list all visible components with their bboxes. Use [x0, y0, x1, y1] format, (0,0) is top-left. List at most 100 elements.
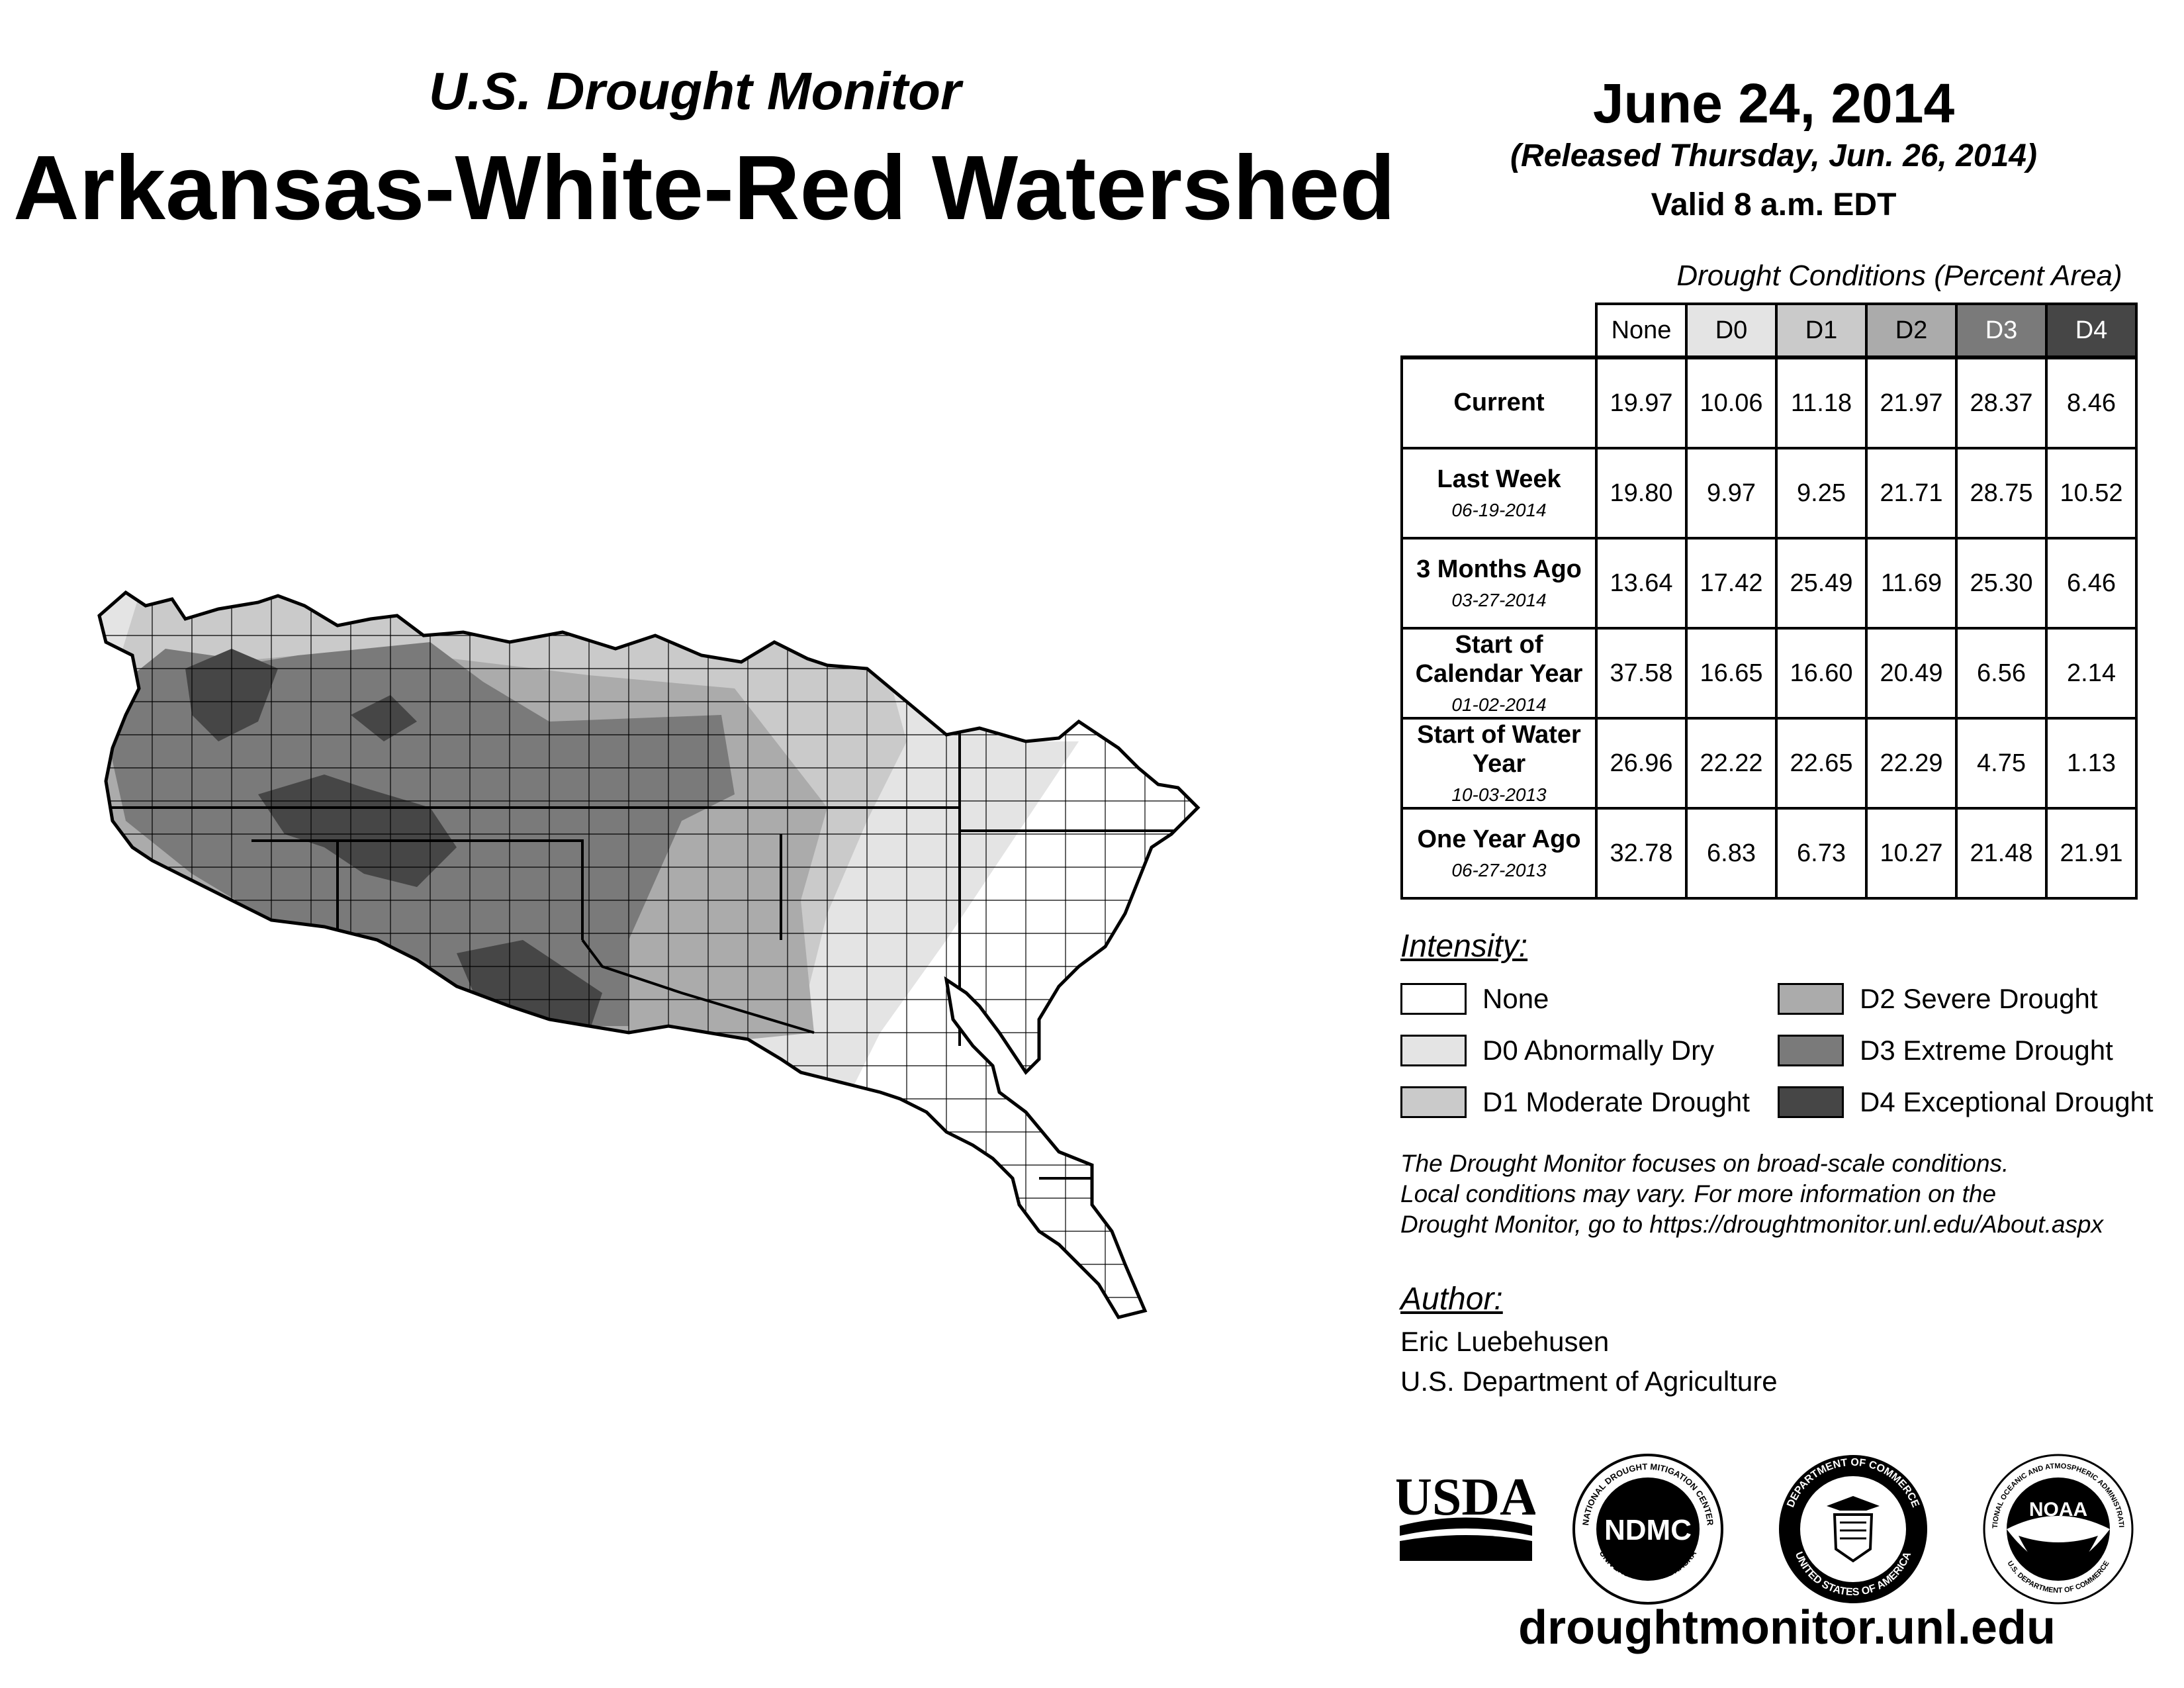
- row-label-text: Start of Water Year: [1417, 721, 1581, 778]
- legend-swatch: [1400, 983, 1467, 1015]
- column-header-d2: D2: [1865, 303, 1958, 359]
- table-cell: 26.96: [1595, 717, 1688, 810]
- legend-item-none: None: [1400, 981, 1549, 1017]
- table-cell: 16.65: [1685, 627, 1778, 720]
- legend-item-d0: D0 Abnormally Dry: [1400, 1033, 1714, 1068]
- note-line: Local conditions may vary. For more info…: [1400, 1180, 1997, 1207]
- row-label-current: Current: [1400, 355, 1598, 449]
- legend-title: Intensity:: [1400, 929, 1528, 964]
- column-header-d1: D1: [1775, 303, 1868, 359]
- legend-label: D1 Moderate Drought: [1482, 1086, 1750, 1117]
- drought-conditions-table: None D0 D1 D2 D3 D4 Current 19.97 10.06 …: [1400, 303, 2138, 900]
- table-cell: 21.48: [1955, 807, 2048, 900]
- valid-time: Valid 8 a.m. EDT: [1651, 187, 1897, 222]
- legend-swatch: [1400, 1086, 1467, 1118]
- release-date: (Released Thursday, Jun. 26, 2014): [1510, 138, 2037, 173]
- noaa-logo-text: NOAA: [2029, 1499, 2087, 1521]
- legend-item-d1: D1 Moderate Drought: [1400, 1084, 1750, 1120]
- table-cell: 21.97: [1865, 355, 1958, 449]
- table-cell: 9.97: [1685, 447, 1778, 539]
- usda-logo-text: USDA: [1396, 1468, 1535, 1526]
- row-label-start-of-calendar-year: Start of Calendar Year 01-02-2014: [1400, 627, 1598, 720]
- table-row-3-months-ago: 3 Months Ago 03-27-2014 13.64 17.42 25.49…: [1400, 537, 2138, 630]
- table-cell: 22.29: [1865, 717, 1958, 810]
- column-header-none: None: [1595, 303, 1688, 359]
- usda-logo: USDA: [1396, 1468, 1535, 1561]
- table-caption: Drought Conditions (Percent Area): [1676, 259, 2122, 292]
- row-label-last-week: Last Week 06-19-2014: [1400, 447, 1598, 539]
- author-name: Eric Luebehusen: [1400, 1326, 1610, 1357]
- table-cell: 28.75: [1955, 447, 2048, 539]
- row-label-start-of-water-year: Start of Water Year 10-03-2013: [1400, 717, 1598, 810]
- legend-swatch: [1778, 1086, 1844, 1118]
- monitor-subtitle: U.S. Drought Monitor: [428, 62, 962, 120]
- legend-label: D3 Extreme Drought: [1860, 1035, 2113, 1066]
- table-cell: 22.22: [1685, 717, 1778, 810]
- row-date: 06-27-2013: [1451, 859, 1547, 880]
- disclaimer-note: The Drought Monitor focuses on broad-sca…: [1400, 1149, 2181, 1240]
- legend-label: D2 Severe Drought: [1860, 983, 2098, 1014]
- row-date: 10-03-2013: [1451, 784, 1547, 805]
- row-date: 01-02-2014: [1451, 694, 1547, 715]
- table-row-start-of-water-year: Start of Water Year 10-03-2013 26.96 22.2…: [1400, 717, 2138, 810]
- legend-item-d3: D3 Extreme Drought: [1778, 1033, 2113, 1068]
- table-cell: 11.18: [1775, 355, 1868, 449]
- table-cell: 4.75: [1955, 717, 2048, 810]
- table-cell: 19.97: [1595, 355, 1688, 449]
- ndmc-logo: NDMC NATIONAL DROUGHT MITIGATION CENTER …: [1572, 1454, 1723, 1605]
- row-label-text: Last Week: [1437, 465, 1561, 494]
- noaa-logo: NOAA NATIONAL OCEANIC AND ATMOSPHERIC AD…: [1979, 1450, 2134, 1605]
- page-title: Arkansas-White-Red Watershed: [13, 137, 1396, 239]
- table-cell: 28.37: [1955, 355, 2048, 449]
- table-cell: 10.27: [1865, 807, 1958, 900]
- table-cell: 10.52: [2045, 447, 2138, 539]
- table-cell: 21.91: [2045, 807, 2138, 900]
- table-cell: 22.65: [1775, 717, 1868, 810]
- row-label-3-months-ago: 3 Months Ago 03-27-2014: [1400, 537, 1598, 630]
- table-row-last-week: Last Week 06-19-2014 19.80 9.97 9.25 21.7…: [1400, 447, 2138, 539]
- drought-map: [97, 590, 1201, 1319]
- legend-label: D4 Exceptional Drought: [1860, 1086, 2154, 1117]
- table-cell: 21.71: [1865, 447, 1958, 539]
- table-cell: 25.49: [1775, 537, 1868, 630]
- table-cell: 6.56: [1955, 627, 2048, 720]
- table-row-current: Current 19.97 10.06 11.18 21.97 28.37 8.…: [1400, 355, 2138, 449]
- table-cell: 13.64: [1595, 537, 1688, 630]
- map-date: June 24, 2014: [1592, 72, 1955, 134]
- table-cell: 16.60: [1775, 627, 1868, 720]
- ndmc-logo-text: NDMC: [1604, 1514, 1692, 1546]
- table-cell: 20.49: [1865, 627, 1958, 720]
- table-cell: 37.58: [1595, 627, 1688, 720]
- author-label: Author:: [1400, 1282, 1503, 1317]
- table-cell: 2.14: [2045, 627, 2138, 720]
- row-label-text: Current: [1453, 389, 1545, 417]
- legend-swatch: [1778, 983, 1844, 1015]
- row-label-text: Start of Calendar Year: [1415, 631, 1583, 688]
- table-cell: 6.46: [2045, 537, 2138, 630]
- row-date: 06-19-2014: [1451, 499, 1547, 520]
- table-cell: 9.25: [1775, 447, 1868, 539]
- row-label-one-year-ago: One Year Ago 06-27-2013: [1400, 807, 1598, 900]
- table-cell: 8.46: [2045, 355, 2138, 449]
- legend-item-d4: D4 Exceptional Drought: [1778, 1084, 2154, 1120]
- table-cell: 6.73: [1775, 807, 1868, 900]
- table-cell: 11.69: [1865, 537, 1958, 630]
- note-line: Drought Monitor, go to https://droughtmo…: [1400, 1211, 2103, 1238]
- legend-swatch: [1400, 1035, 1467, 1066]
- table-cell: 10.06: [1685, 355, 1778, 449]
- table-row-start-of-calendar-year: Start of Calendar Year 01-02-2014 37.58 1…: [1400, 627, 2138, 720]
- table-cell: 6.83: [1685, 807, 1778, 900]
- website-link[interactable]: droughtmonitor.unl.edu: [1518, 1601, 2056, 1654]
- legend-swatch: [1778, 1035, 1844, 1066]
- table-cell: 32.78: [1595, 807, 1688, 900]
- legend-label: None: [1482, 983, 1549, 1014]
- eagle-icon: [1827, 1496, 1880, 1511]
- author-organization: U.S. Department of Agriculture: [1400, 1366, 1778, 1397]
- column-header-d0: D0: [1685, 303, 1778, 359]
- row-label-text: One Year Ago: [1417, 825, 1581, 854]
- column-header-d3: D3: [1955, 303, 2048, 359]
- table-row-one-year-ago: One Year Ago 06-27-2013 32.78 6.83 6.73 1…: [1400, 807, 2138, 900]
- row-label-text: 3 Months Ago: [1416, 555, 1582, 584]
- table-cell: 1.13: [2045, 717, 2138, 810]
- table-corner: [1402, 304, 1598, 359]
